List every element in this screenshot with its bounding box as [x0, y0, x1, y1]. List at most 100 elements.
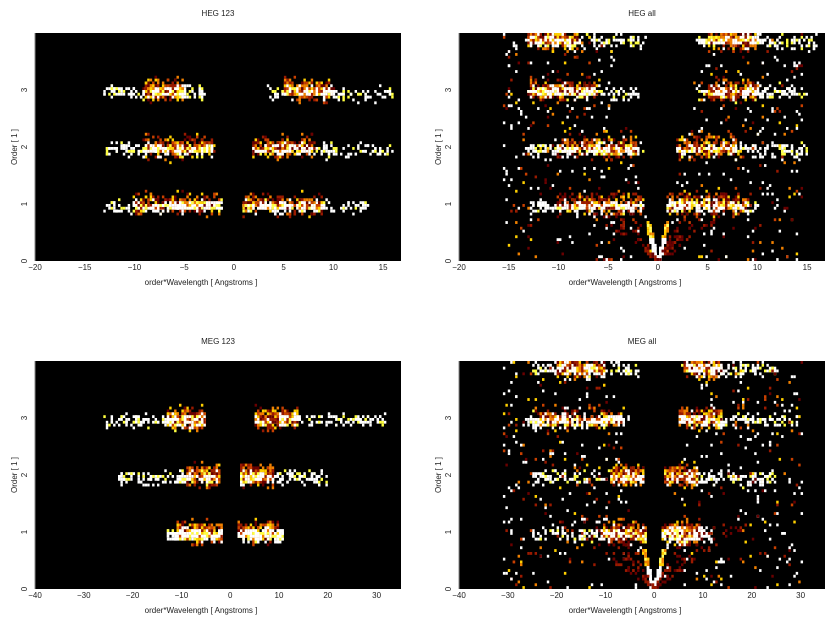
bin — [791, 39, 793, 42]
bin — [260, 144, 262, 147]
bin — [279, 204, 281, 207]
bin — [747, 39, 749, 42]
bin — [559, 36, 561, 39]
bin — [732, 36, 734, 39]
bin — [542, 87, 544, 90]
bin — [177, 201, 179, 204]
bin — [564, 39, 566, 42]
bin — [125, 150, 127, 153]
bin — [552, 96, 554, 99]
bin — [111, 141, 113, 144]
bin — [552, 50, 554, 53]
bin — [106, 147, 108, 150]
bin — [735, 39, 737, 42]
bin — [549, 33, 551, 36]
bin — [720, 39, 722, 42]
bin — [181, 207, 183, 210]
bin — [267, 207, 269, 210]
bin — [159, 147, 161, 150]
bin — [557, 84, 559, 87]
bin — [757, 42, 759, 45]
bin — [308, 153, 310, 156]
bin — [549, 87, 551, 90]
bin — [554, 93, 556, 96]
bin — [164, 87, 166, 90]
bin — [747, 33, 749, 36]
bin — [281, 90, 283, 93]
x-tick-label: −5 — [180, 263, 190, 272]
bin — [547, 44, 549, 47]
bin — [576, 47, 578, 50]
bin — [352, 213, 354, 216]
bin — [186, 136, 188, 139]
bin — [374, 90, 376, 93]
bin — [603, 93, 605, 96]
bin — [142, 87, 144, 90]
bin — [540, 42, 542, 45]
bin — [211, 144, 213, 147]
bin — [583, 90, 585, 93]
bin — [257, 141, 259, 144]
bin — [774, 44, 776, 47]
bin — [274, 156, 276, 159]
bin — [145, 150, 147, 153]
bin — [167, 153, 169, 156]
bin — [364, 150, 366, 153]
x-tick-label: −20 — [28, 263, 42, 272]
bin — [284, 76, 286, 79]
bin — [274, 207, 276, 210]
bin — [257, 147, 259, 150]
bin — [723, 42, 725, 45]
bin — [742, 44, 744, 47]
bin — [306, 153, 308, 156]
bin — [255, 201, 257, 204]
bin — [335, 150, 337, 153]
bin — [299, 210, 301, 213]
bin — [169, 201, 171, 204]
bin — [274, 147, 276, 150]
bin — [216, 204, 218, 207]
bin — [318, 204, 320, 207]
bin — [713, 44, 715, 47]
bin — [257, 198, 259, 201]
bin — [549, 90, 551, 93]
bin — [181, 93, 183, 96]
bin — [623, 39, 625, 42]
bin — [325, 147, 327, 150]
bin — [389, 93, 391, 96]
bin — [157, 87, 159, 90]
bin — [588, 87, 590, 90]
bin — [330, 93, 332, 96]
bin — [184, 204, 186, 207]
bin — [299, 90, 301, 93]
bin — [715, 42, 717, 45]
bin — [116, 87, 118, 90]
bin — [201, 207, 203, 210]
bin — [140, 207, 142, 210]
bin — [252, 150, 254, 153]
bin — [218, 207, 220, 210]
bin — [289, 215, 291, 218]
bin — [549, 42, 551, 45]
bin — [181, 204, 183, 207]
bin — [581, 90, 583, 93]
bin — [294, 93, 296, 96]
bin — [267, 156, 269, 159]
bin — [155, 79, 157, 82]
bin — [544, 36, 546, 39]
bin — [301, 201, 303, 204]
bin — [559, 87, 561, 90]
bin — [542, 99, 544, 102]
bin — [157, 201, 159, 204]
bin — [118, 198, 120, 201]
bin — [140, 96, 142, 99]
bin — [157, 144, 159, 147]
bin — [103, 93, 105, 96]
bin — [269, 147, 271, 150]
bin — [532, 96, 534, 99]
bin — [316, 147, 318, 150]
bin — [559, 33, 561, 36]
bin — [569, 36, 571, 39]
bin — [201, 201, 203, 204]
bin — [335, 153, 337, 156]
